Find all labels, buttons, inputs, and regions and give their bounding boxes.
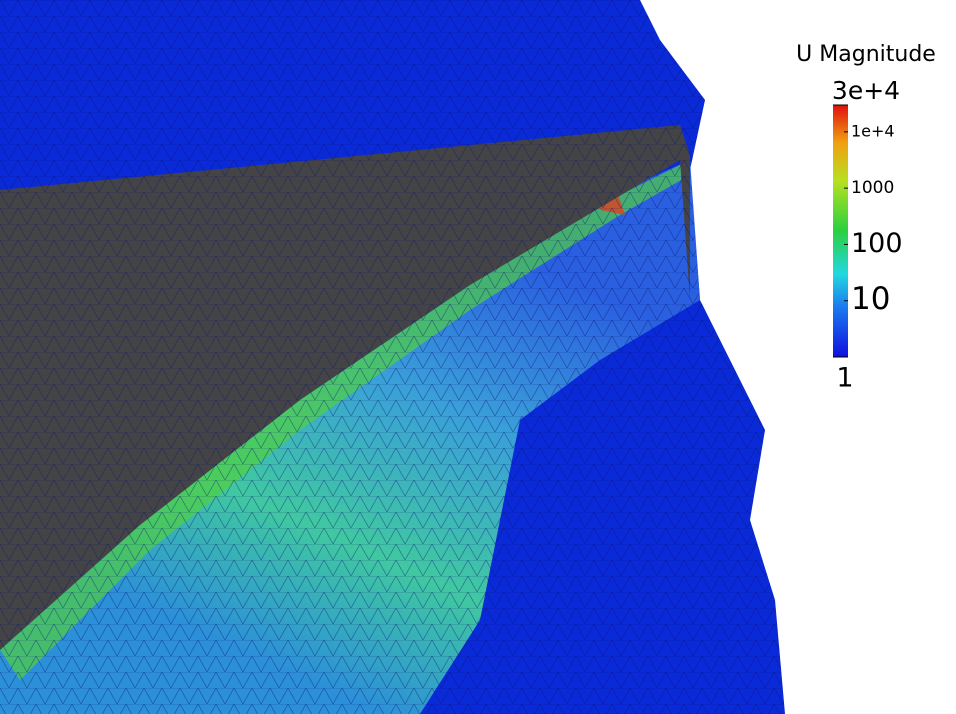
legend-min-label: 1 (836, 363, 853, 394)
legend-tick-label: 1e+4 (851, 121, 895, 140)
mesh-render (0, 0, 785, 714)
color-bar (833, 105, 848, 357)
render-view: U Magnitude 3e+4 1 1e+4 1000 100 10 (0, 0, 956, 714)
legend-tick-label: 1000 (851, 178, 894, 198)
legend-max-label: 3e+4 (832, 76, 900, 105)
legend-tick-label: 100 (851, 228, 903, 259)
legend-tick-label: 10 (851, 281, 890, 317)
legend-title: U Magnitude (796, 42, 936, 67)
